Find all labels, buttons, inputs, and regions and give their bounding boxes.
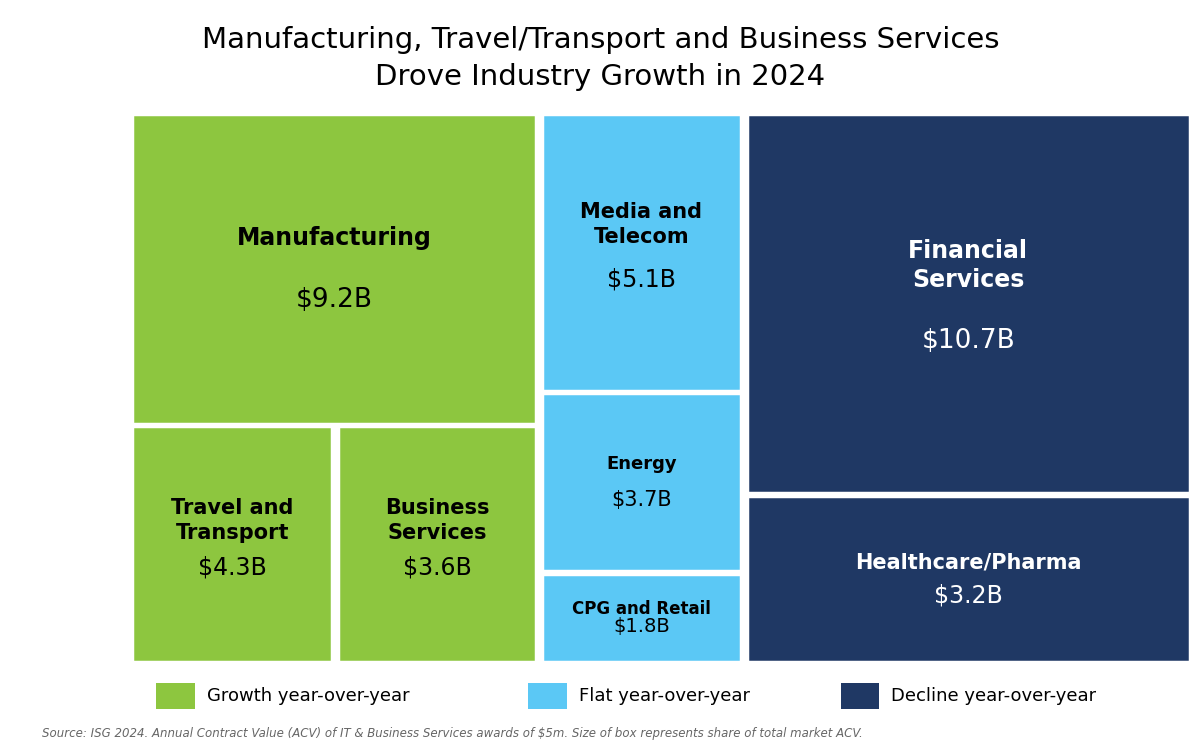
Text: $3.7B: $3.7B	[611, 490, 671, 510]
Text: Flat year-over-year: Flat year-over-year	[579, 687, 749, 705]
Text: Financial
Services: Financial Services	[908, 238, 1028, 292]
Bar	[747, 496, 1190, 662]
Text: $3.6B: $3.6B	[402, 556, 471, 580]
Bar	[542, 114, 741, 391]
Text: Energy: Energy	[607, 455, 677, 473]
Bar	[542, 574, 741, 662]
Bar	[542, 393, 741, 571]
Text: $3.2B: $3.2B	[934, 584, 1003, 608]
Bar	[337, 427, 537, 662]
Text: $9.2B: $9.2B	[295, 286, 372, 313]
Text: $10.7B: $10.7B	[921, 328, 1015, 355]
Text: Source: ISG 2024. Annual Contract Value (ACV) of IT & Business Services awards o: Source: ISG 2024. Annual Contract Value …	[42, 728, 862, 740]
Text: Decline year-over-year: Decline year-over-year	[891, 687, 1097, 705]
Text: $4.3B: $4.3B	[198, 556, 267, 580]
Text: Media and
Telecom: Media and Telecom	[580, 202, 703, 247]
Text: Growth year-over-year: Growth year-over-year	[207, 687, 410, 705]
Bar	[132, 114, 537, 424]
Text: Healthcare/Pharma: Healthcare/Pharma	[855, 553, 1082, 572]
Text: Manufacturing: Manufacturing	[237, 226, 431, 250]
Text: Travel and
Transport: Travel and Transport	[171, 499, 293, 543]
Text: $5.1B: $5.1B	[607, 268, 676, 292]
Text: Manufacturing, Travel/Transport and Business Services
Drove Industry Growth in 2: Manufacturing, Travel/Transport and Busi…	[202, 26, 999, 91]
Text: $1.8B: $1.8B	[614, 617, 670, 636]
Bar	[132, 427, 333, 662]
Text: Business
Services: Business Services	[384, 499, 489, 543]
Bar	[747, 114, 1190, 494]
Text: CPG and Retail: CPG and Retail	[572, 600, 711, 618]
